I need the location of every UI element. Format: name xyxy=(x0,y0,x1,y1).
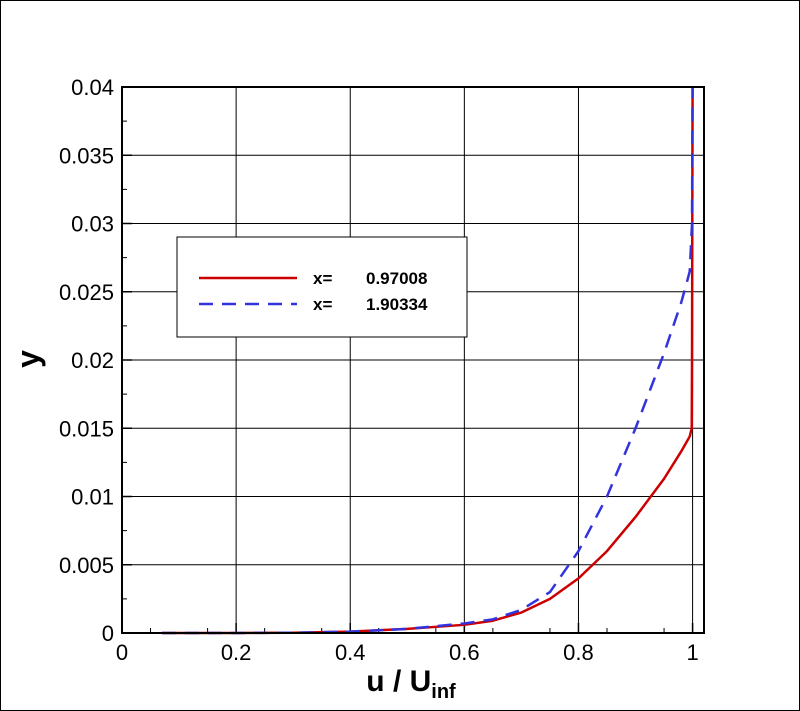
legend-value-series-2: 1.90334 xyxy=(366,295,428,314)
legend-value-series-1: 0.97008 xyxy=(366,269,427,288)
x-tick-label: 0 xyxy=(116,640,128,665)
x-axis-title-subscript: inf xyxy=(431,681,456,703)
x-tick-label: 0.8 xyxy=(563,640,594,665)
y-tick-label: 0.03 xyxy=(71,212,114,237)
x-axis-title-main: u / U xyxy=(366,665,431,698)
x-tick-label: 1 xyxy=(686,640,698,665)
y-tick-label: 0.015 xyxy=(59,416,114,441)
x-axis-ticks: 0 0.2 0.4 0.6 0.8 1 xyxy=(116,623,699,665)
y-tick-label: 0.035 xyxy=(59,143,114,168)
legend-label-series-1: x= xyxy=(313,269,332,288)
y-axis-title: y xyxy=(10,350,46,368)
legend: x= 0.97008 x= 1.90334 xyxy=(176,236,468,338)
y-tick-label: 0.005 xyxy=(59,553,114,578)
y-axis-ticks: 0 0.005 0.01 0.015 0.02 0.025 0.03 0.035 0.04 xyxy=(59,75,132,646)
legend-label-series-2: x= xyxy=(313,295,332,314)
y-tick-label: 0.04 xyxy=(71,75,114,100)
series-lines xyxy=(161,86,694,635)
y-tick-label: 0.02 xyxy=(71,348,114,373)
grid-lines xyxy=(121,86,704,634)
legend-box xyxy=(176,236,468,338)
x-axis-title: u / Uinf xyxy=(366,665,456,703)
x-tick-label: 0.2 xyxy=(221,640,252,665)
series-line-2 xyxy=(161,86,694,635)
y-tick-label: 0.01 xyxy=(71,485,114,510)
y-tick-label: 0 xyxy=(102,621,114,646)
y-tick-label: 0.025 xyxy=(59,280,114,305)
x-tick-label: 0.6 xyxy=(449,640,480,665)
plot-area-border xyxy=(121,86,705,634)
x-tick-label: 0.4 xyxy=(335,640,366,665)
